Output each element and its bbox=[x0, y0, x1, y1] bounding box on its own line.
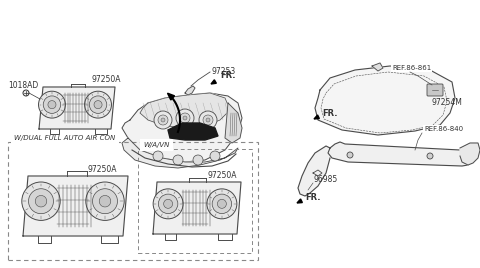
Polygon shape bbox=[39, 87, 115, 129]
Circle shape bbox=[207, 189, 237, 219]
Polygon shape bbox=[122, 138, 238, 168]
Polygon shape bbox=[315, 66, 455, 135]
Circle shape bbox=[193, 155, 203, 165]
Text: FR.: FR. bbox=[220, 72, 236, 80]
Circle shape bbox=[94, 100, 102, 109]
Polygon shape bbox=[140, 93, 230, 128]
Circle shape bbox=[158, 194, 178, 214]
Circle shape bbox=[206, 118, 210, 122]
Circle shape bbox=[23, 90, 29, 96]
Polygon shape bbox=[122, 93, 242, 162]
Circle shape bbox=[183, 116, 187, 120]
Circle shape bbox=[93, 189, 118, 214]
Circle shape bbox=[86, 182, 124, 220]
Text: FR.: FR. bbox=[305, 193, 321, 203]
Polygon shape bbox=[168, 93, 175, 100]
Circle shape bbox=[158, 115, 168, 125]
Circle shape bbox=[89, 96, 107, 113]
Text: 97250A: 97250A bbox=[88, 165, 118, 174]
Circle shape bbox=[153, 189, 183, 219]
Text: 97254M: 97254M bbox=[431, 98, 462, 107]
Polygon shape bbox=[153, 182, 241, 234]
Circle shape bbox=[203, 115, 213, 125]
Circle shape bbox=[217, 199, 227, 208]
Text: 97250A: 97250A bbox=[92, 75, 121, 84]
Polygon shape bbox=[225, 103, 242, 143]
Circle shape bbox=[28, 189, 53, 214]
Polygon shape bbox=[23, 176, 128, 236]
Circle shape bbox=[161, 118, 165, 122]
Circle shape bbox=[347, 152, 353, 158]
Polygon shape bbox=[372, 63, 383, 71]
Circle shape bbox=[38, 91, 65, 118]
Circle shape bbox=[153, 151, 163, 161]
Circle shape bbox=[99, 195, 111, 207]
Circle shape bbox=[164, 199, 173, 208]
Circle shape bbox=[48, 100, 56, 109]
Polygon shape bbox=[298, 146, 330, 196]
Circle shape bbox=[199, 111, 217, 129]
FancyBboxPatch shape bbox=[427, 84, 443, 96]
Bar bbox=[138, 149, 252, 253]
Text: 96985: 96985 bbox=[313, 176, 337, 184]
Text: 97250A: 97250A bbox=[207, 171, 237, 180]
Polygon shape bbox=[211, 80, 216, 84]
Polygon shape bbox=[168, 123, 218, 140]
Circle shape bbox=[35, 195, 47, 207]
Circle shape bbox=[84, 91, 111, 118]
Text: REF.86-840: REF.86-840 bbox=[424, 126, 463, 132]
Text: 97253: 97253 bbox=[212, 66, 236, 76]
Text: W/A/VN: W/A/VN bbox=[143, 142, 169, 148]
Circle shape bbox=[427, 153, 433, 159]
Circle shape bbox=[22, 182, 60, 220]
Circle shape bbox=[173, 155, 183, 165]
Bar bbox=[8, 142, 258, 260]
Circle shape bbox=[43, 96, 60, 113]
Text: FR.: FR. bbox=[322, 109, 337, 117]
Circle shape bbox=[176, 109, 194, 127]
Polygon shape bbox=[185, 86, 195, 95]
Text: REF.86-861: REF.86-861 bbox=[392, 65, 431, 71]
Circle shape bbox=[180, 113, 190, 123]
Text: 1018AD: 1018AD bbox=[8, 81, 38, 91]
Polygon shape bbox=[297, 199, 302, 203]
Circle shape bbox=[210, 151, 220, 161]
Polygon shape bbox=[460, 143, 480, 165]
Text: W/DUAL FULL AUTO AIR CON: W/DUAL FULL AUTO AIR CON bbox=[14, 135, 115, 141]
Polygon shape bbox=[328, 142, 472, 166]
Polygon shape bbox=[314, 115, 319, 119]
Circle shape bbox=[154, 111, 172, 129]
Circle shape bbox=[212, 194, 232, 214]
